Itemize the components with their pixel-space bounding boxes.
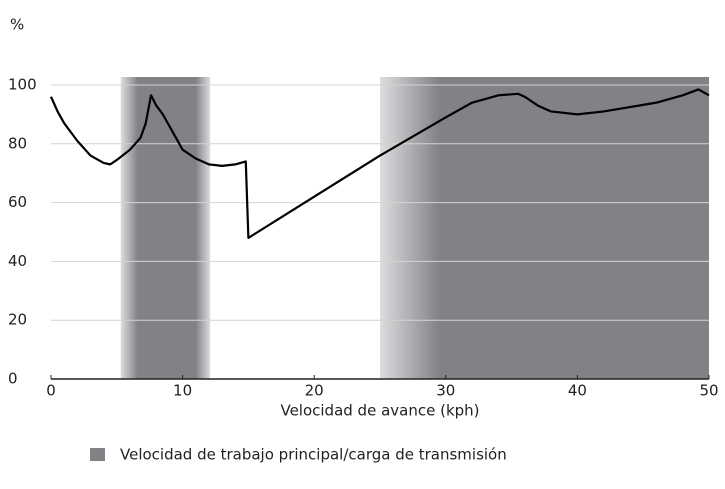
legend-label: Velocidad de trabajo principal/carga de …: [120, 446, 507, 464]
line: [49, 88, 710, 239]
legend-swatch: [90, 448, 105, 461]
y-tick-label: 20: [8, 311, 27, 329]
y-tick-label: 0: [8, 370, 18, 388]
y-tick-label: 80: [8, 134, 27, 152]
y-axis-label: %: [10, 16, 24, 34]
x-tick-label: 50: [699, 382, 718, 400]
x-tick-label: 30: [436, 382, 455, 400]
band: [120, 77, 211, 379]
x-tick-label: 10: [173, 382, 192, 400]
x-tick-label: 20: [305, 382, 324, 400]
x-tick-label: 40: [568, 382, 587, 400]
y-tick-label: 60: [8, 193, 27, 211]
x-tick-label: 0: [46, 382, 56, 400]
band: [380, 77, 709, 379]
x-axis-label: Velocidad de avance (kph): [280, 402, 479, 420]
y-tick-label: 40: [8, 252, 27, 270]
y-tick-label: 100: [8, 76, 37, 94]
